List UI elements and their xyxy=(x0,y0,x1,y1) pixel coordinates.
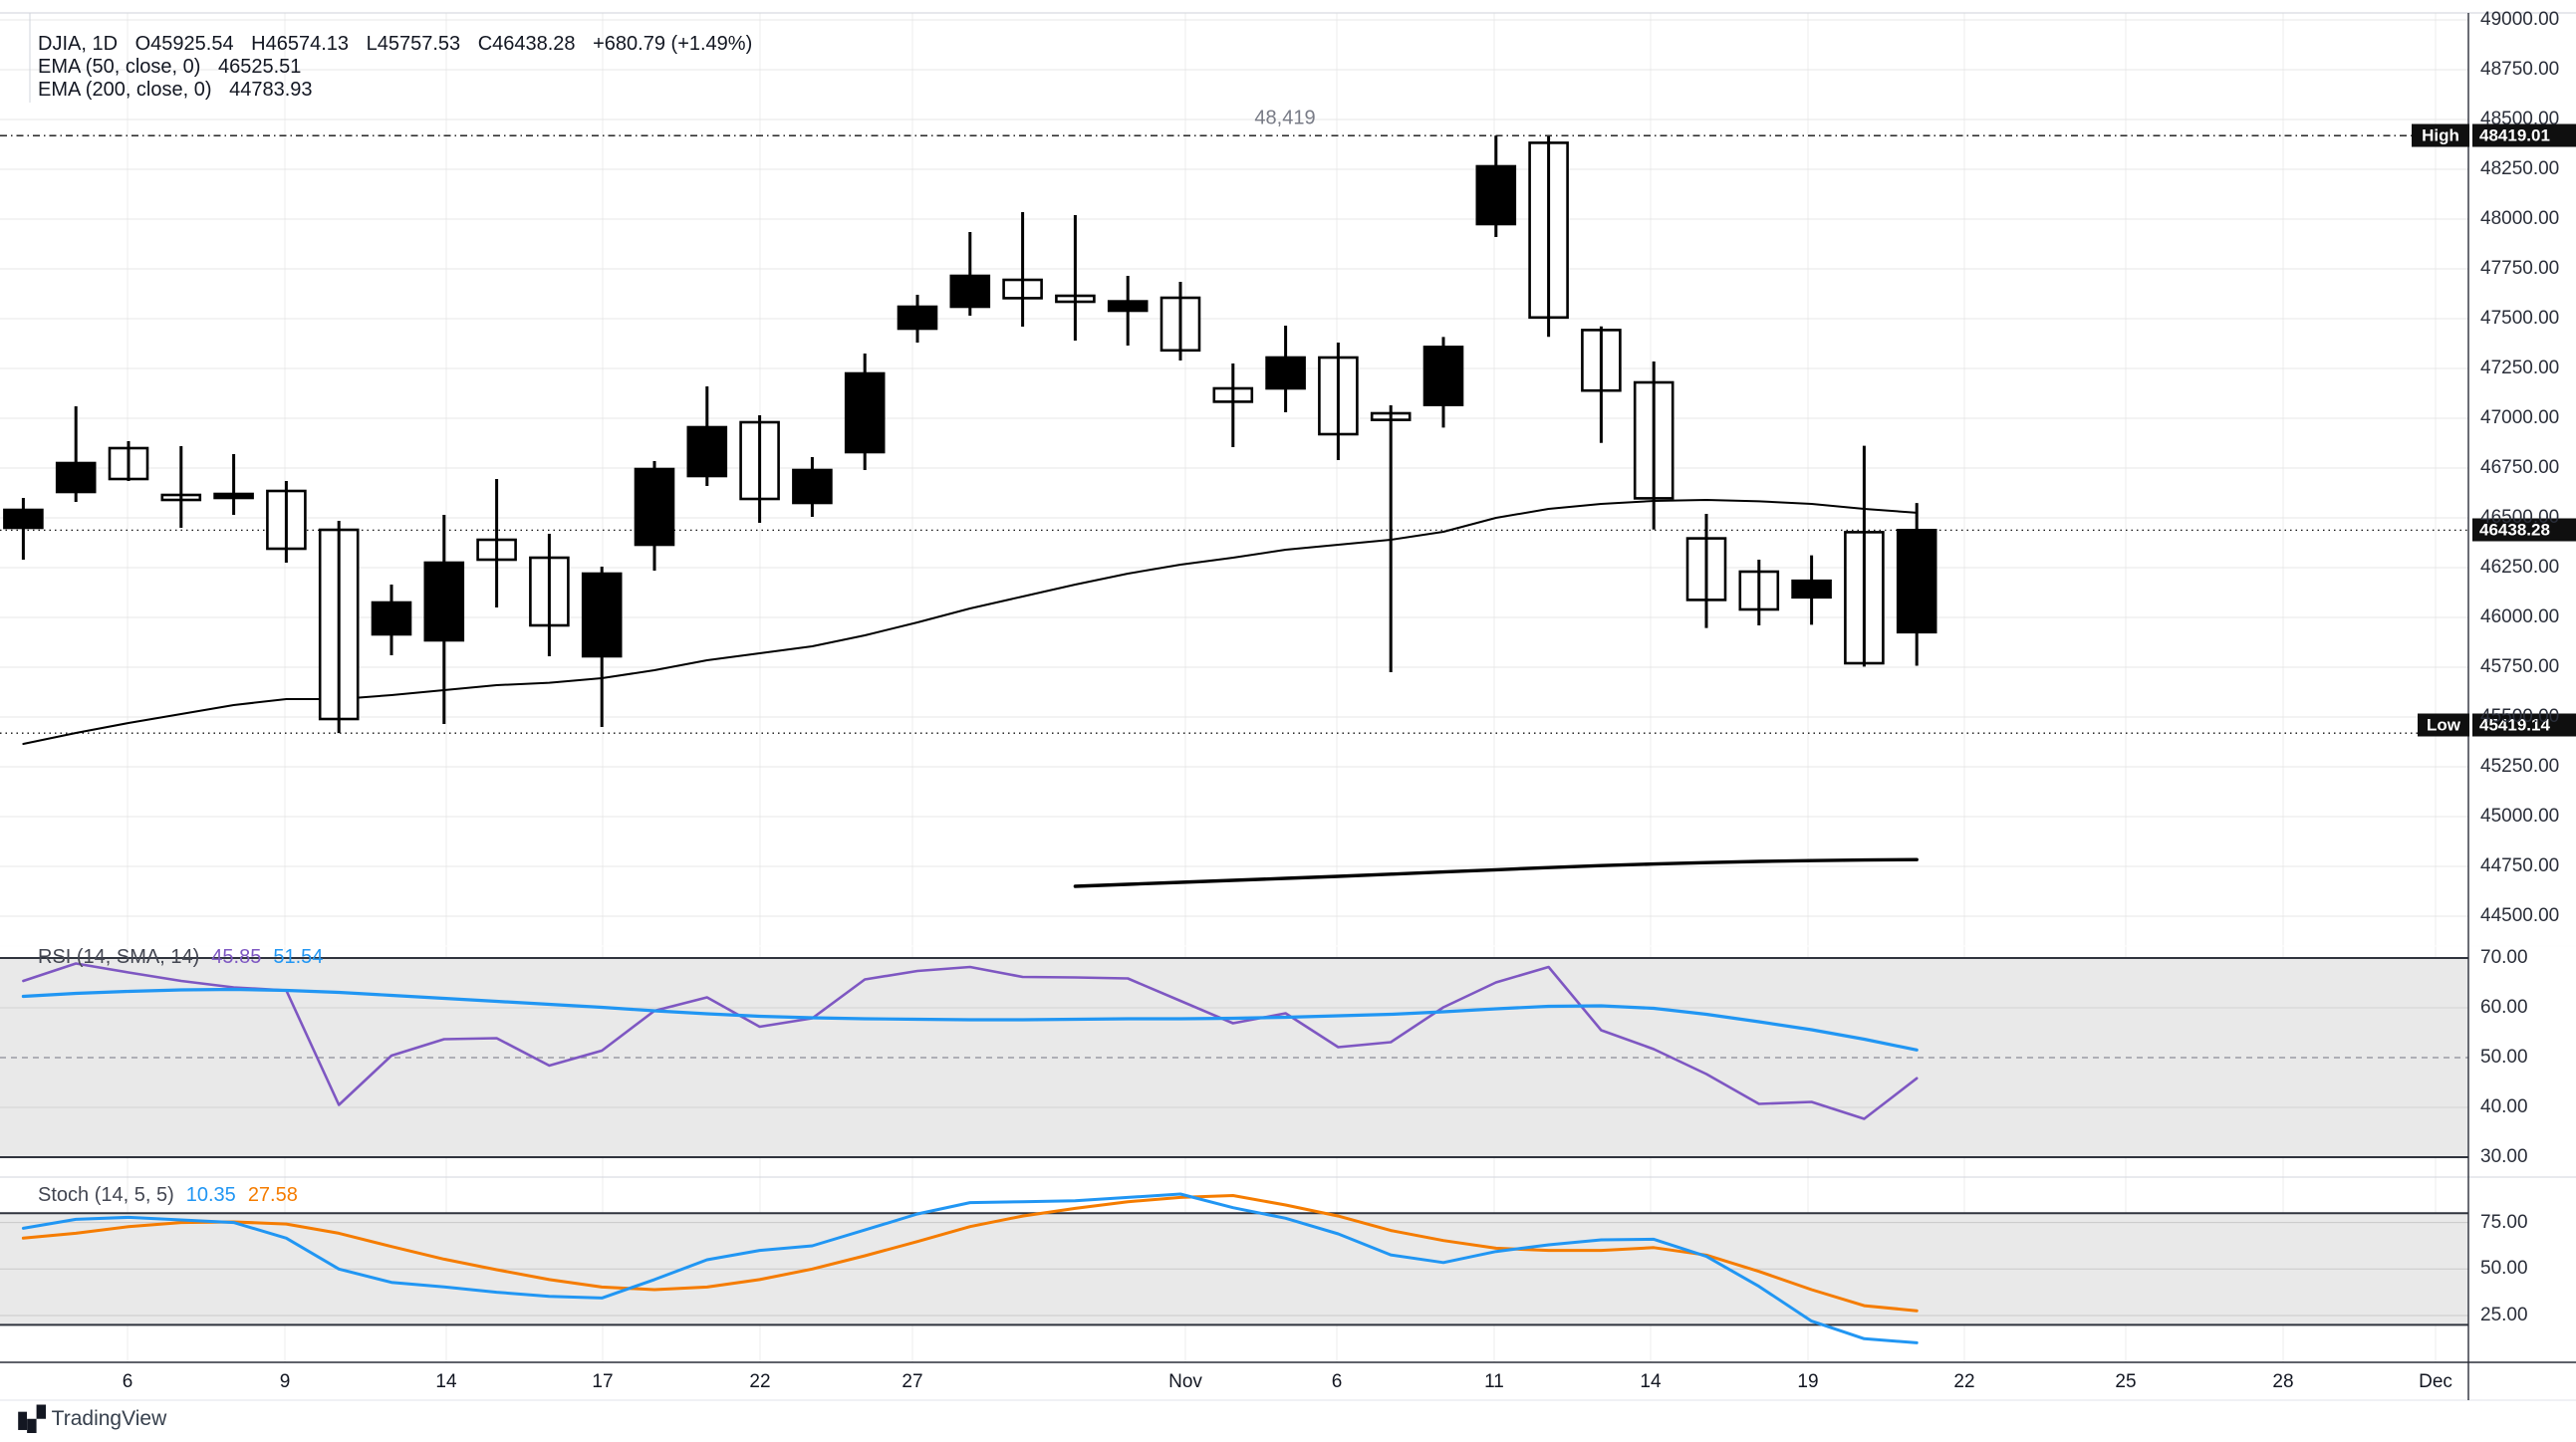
time-axis-label[interactable]: 27 xyxy=(902,1371,923,1392)
ohlc-close: C46438.28 xyxy=(477,33,576,55)
ohlc-high: H46574.13 xyxy=(251,33,350,55)
stoch-k-value: 10.35 xyxy=(185,1184,236,1206)
time-axis-label[interactable]: 11 xyxy=(1484,1371,1504,1392)
tradingview-watermark[interactable]: ▮▞ TradingView xyxy=(16,1405,166,1433)
ema50-legend[interactable]: EMA (50, close, 0) 46525.51 xyxy=(38,56,313,79)
price-axis-label: 48000.00 xyxy=(2480,208,2560,229)
rsi-name[interactable]: RSI (14, SMA, 14) xyxy=(38,946,200,968)
price-axis-label: 46250.00 xyxy=(2480,557,2560,578)
rsi-axis-label: 50.00 xyxy=(2480,1047,2528,1068)
time-axis-label[interactable]: 22 xyxy=(749,1371,771,1392)
price-axis-label: 46750.00 xyxy=(2480,457,2560,478)
rsi-ma-value: 51.54 xyxy=(273,946,324,968)
price-axis-label: 48500.00 xyxy=(2480,109,2560,129)
ohlc-low: L45757.53 xyxy=(366,33,461,55)
stoch-legend[interactable]: Stoch (14, 5, 5) 10.35 27.58 xyxy=(38,1184,298,1207)
time-axis-label[interactable]: 9 xyxy=(279,1371,291,1392)
symbol-name[interactable]: DJIA, 1D xyxy=(38,33,119,55)
tradingview-logo-text: TradingView xyxy=(51,1407,167,1430)
price-axis-label: 49000.00 xyxy=(2480,9,2560,30)
ema200-value: 44783.93 xyxy=(229,79,313,101)
time-axis-label[interactable]: 28 xyxy=(2272,1371,2294,1392)
change-value: +680.79 (+1.49%) xyxy=(593,33,753,55)
rsi-ma-line xyxy=(21,987,1919,1052)
price-axis-label: 48750.00 xyxy=(2480,59,2560,80)
time-axis-label[interactable]: 14 xyxy=(435,1371,457,1392)
stoch-axis-label: 50.00 xyxy=(2480,1258,2528,1280)
stoch-d-line xyxy=(21,1194,1919,1313)
stoch-d-value: 27.58 xyxy=(247,1184,298,1206)
candles xyxy=(3,141,1937,721)
price-axis-label: 45250.00 xyxy=(2480,756,2560,777)
price-axis-label: 47250.00 xyxy=(2480,358,2560,378)
symbol-legend[interactable]: DJIA, 1D O45925.54 H46574.13 L45757.53 C… xyxy=(38,33,764,56)
price-axis-label: 44500.00 xyxy=(2480,905,2560,926)
low-tag-pill: Low xyxy=(2418,713,2469,737)
stoch-name[interactable]: Stoch (14, 5, 5) xyxy=(38,1184,174,1206)
rsi-axis-label: 30.00 xyxy=(2480,1146,2528,1167)
rsi-value: 45.85 xyxy=(211,946,262,968)
high-price-pill: 48419.01 xyxy=(2472,123,2576,147)
rsi-axis-label: 70.00 xyxy=(2480,947,2528,968)
low-price-pill: 45419.14 xyxy=(2472,713,2576,737)
ema50-value: 46525.51 xyxy=(217,56,302,78)
time-axis-label[interactable]: 22 xyxy=(1953,1371,1975,1392)
price-axis-label: 46000.00 xyxy=(2480,606,2560,627)
rsi-legend[interactable]: RSI (14, SMA, 14) 45.85 51.54 xyxy=(38,946,323,969)
time-axis-label[interactable]: 14 xyxy=(1640,1371,1662,1392)
rsi-line xyxy=(22,962,1919,1120)
ema200-line xyxy=(1073,857,1919,888)
rsi-axis-label: 60.00 xyxy=(2480,997,2528,1018)
price-axis-label: 47000.00 xyxy=(2480,407,2560,428)
ema50-name[interactable]: EMA (50, close, 0) xyxy=(38,56,201,78)
price-axis-label: 45750.00 xyxy=(2480,656,2560,677)
price-axis-label: 46500.00 xyxy=(2480,507,2560,528)
ema200-name[interactable]: EMA (200, close, 0) xyxy=(38,79,212,101)
tradingview-logo-icon: ▮▞ xyxy=(16,1405,46,1433)
time-axis-label[interactable]: 19 xyxy=(1797,1371,1819,1392)
time-axis-label[interactable]: 17 xyxy=(592,1371,614,1392)
time-axis-label[interactable]: Nov xyxy=(1168,1371,1202,1392)
high-level-label[interactable]: 48,419 xyxy=(1254,107,1316,129)
time-axis-label[interactable]: 6 xyxy=(122,1371,133,1392)
price-axis-label: 45000.00 xyxy=(2480,806,2560,827)
price-axis-label: 47500.00 xyxy=(2480,308,2560,329)
stoch-axis-label: 75.00 xyxy=(2480,1211,2528,1233)
rsi-axis-label: 40.00 xyxy=(2480,1096,2528,1117)
time-axis-label[interactable]: Dec xyxy=(2419,1371,2452,1392)
ema200-legend[interactable]: EMA (200, close, 0) 44783.93 xyxy=(38,79,325,102)
price-axis-label: 47750.00 xyxy=(2480,258,2560,279)
stoch-k-line xyxy=(21,1192,1919,1344)
time-axis-label[interactable]: 6 xyxy=(1331,1371,1343,1392)
high-tag-pill: High xyxy=(2412,123,2469,147)
time-axis-label[interactable]: 25 xyxy=(2115,1371,2137,1392)
stoch-axis-label: 25.00 xyxy=(2480,1305,2528,1325)
price-axis-label: 45500.00 xyxy=(2480,706,2560,727)
price-axis-label: 44750.00 xyxy=(2480,855,2560,876)
ohlc-open: O45925.54 xyxy=(134,33,234,55)
price-axis-label: 48250.00 xyxy=(2480,158,2560,179)
ema50-line xyxy=(22,499,1919,745)
last-price-pill: 46438.28 xyxy=(2472,518,2576,542)
